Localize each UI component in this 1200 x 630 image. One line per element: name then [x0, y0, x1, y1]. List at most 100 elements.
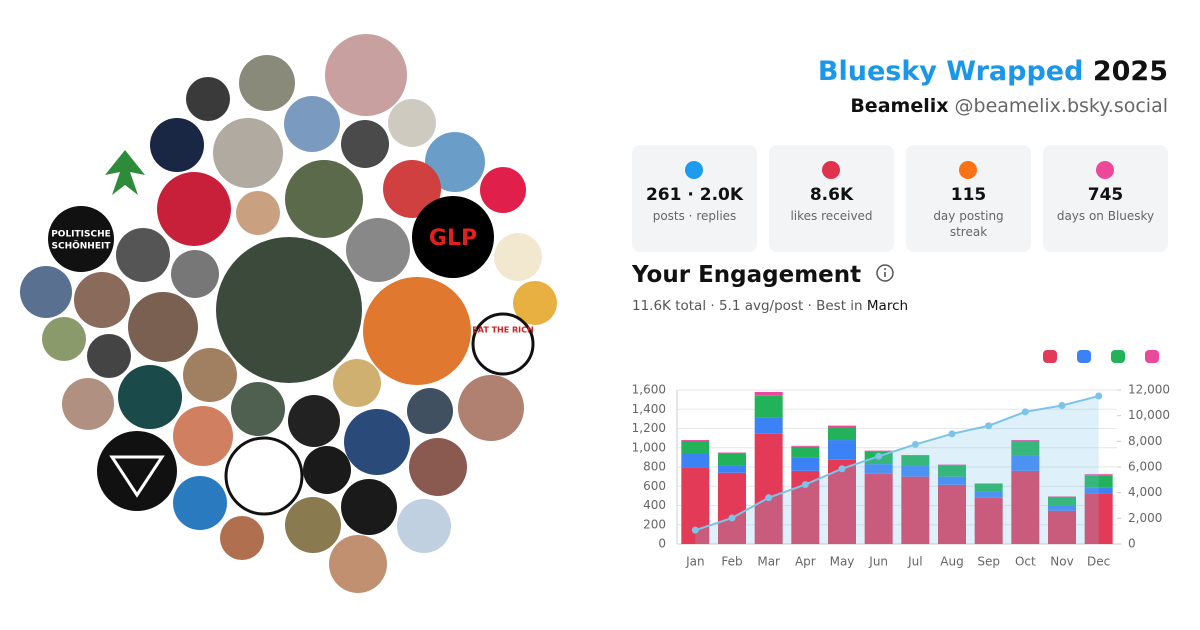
bar-segment [1011, 470, 1040, 544]
avatar [239, 55, 295, 111]
stat-icon [959, 161, 977, 179]
line-point [728, 514, 736, 522]
legend-icon[interactable] [1145, 350, 1159, 363]
avatar [173, 406, 233, 466]
avatar [74, 272, 130, 328]
info-icon[interactable] [875, 263, 895, 283]
bar-segment [718, 453, 746, 466]
avatar [157, 172, 231, 246]
avatar [97, 431, 177, 511]
stat-card: 115 day posting streak [906, 145, 1031, 252]
best-month: March [866, 298, 909, 314]
y-tick-label: 200 [643, 517, 666, 531]
avatar [48, 206, 114, 272]
y2-tick-label: 4,000 [1128, 485, 1162, 499]
y2-tick-label: 8,000 [1128, 434, 1162, 448]
stat-value: 115 [950, 185, 987, 205]
bar-segment [754, 395, 783, 418]
avatar [20, 266, 72, 318]
area [695, 396, 1099, 544]
avatar-emblem [109, 455, 165, 498]
y2-tick-label: 2,000 [1128, 511, 1162, 525]
x-tick-label: Jun [868, 555, 888, 569]
avatar [42, 317, 86, 361]
bar-segment [1011, 441, 1040, 456]
y-tick-label: 1,200 [632, 421, 666, 435]
line-point [1095, 392, 1103, 400]
bar-segment [791, 445, 820, 447]
avatar [494, 233, 542, 281]
bar-segment [938, 484, 966, 544]
bar-segment [1011, 455, 1040, 471]
line-point [875, 452, 883, 460]
y-tick-label: 400 [643, 498, 666, 512]
avatar [409, 438, 467, 496]
x-tick-label: Aug [940, 555, 963, 569]
line-point [1021, 408, 1029, 416]
avatar [116, 228, 170, 282]
bar-segment [864, 473, 893, 544]
line-point [838, 465, 846, 473]
avatar [231, 382, 285, 436]
avatar [363, 277, 471, 385]
bar-segment [974, 483, 1003, 492]
section-title-text: Your Engagement [632, 262, 862, 288]
avatar-text: SCHÖNHEIT [52, 241, 112, 252]
bar-segment [791, 446, 820, 458]
stat-card: 261 · 2.0K posts · replies [632, 145, 757, 252]
bar-segment [1084, 474, 1113, 476]
legend-icon[interactable] [1077, 350, 1091, 363]
avatar [471, 312, 535, 376]
line-point [985, 422, 993, 430]
avatar [329, 535, 387, 593]
y2-tick-label: 0 [1128, 537, 1136, 551]
line-point [691, 526, 699, 534]
bar-segment [938, 476, 966, 485]
y-tick-label: 1,600 [632, 383, 666, 397]
legend-icon[interactable] [1111, 350, 1125, 363]
bar-segment [828, 440, 856, 460]
avatar [407, 388, 453, 434]
stat-value: 745 [1087, 185, 1124, 205]
y-tick-label: 0 [658, 537, 666, 551]
bar-segment [754, 417, 783, 434]
line-point [765, 494, 773, 502]
x-tick-label: Nov [1050, 555, 1073, 569]
bar-segment [938, 465, 966, 477]
avatar [171, 250, 219, 298]
bar-segment [681, 441, 710, 455]
avatar [128, 292, 198, 362]
avatar [480, 167, 526, 213]
bar-segment [901, 476, 930, 544]
x-tick-label: Feb [721, 555, 742, 569]
title: Bluesky Wrapped 2025 [818, 56, 1168, 87]
avatar [216, 237, 362, 383]
stat-icon [685, 161, 703, 179]
avatar [213, 118, 283, 188]
bar-segment [718, 472, 746, 544]
y-tick-label: 800 [643, 460, 666, 474]
bar-segment [1084, 487, 1113, 494]
legend-icon[interactable] [1043, 350, 1057, 363]
line-point [948, 430, 956, 438]
avatar [513, 281, 557, 325]
avatar [285, 160, 363, 238]
title-text: Bluesky Wrapped [817, 56, 1084, 87]
avatar [303, 446, 351, 494]
bar-segment [681, 440, 710, 442]
avatar [62, 378, 114, 430]
avatar [284, 96, 340, 152]
stat-label: day posting streak [933, 209, 1004, 239]
bar-segment [1084, 475, 1113, 488]
x-tick-label: Jan [685, 555, 705, 569]
avatar [87, 334, 131, 378]
y-tick-label: 1,000 [632, 440, 666, 454]
bar-segment [974, 497, 1003, 544]
year: 2025 [1092, 56, 1168, 87]
stat-value: 261 · 2.0K [645, 185, 744, 205]
y2-tick-label: 12,000 [1128, 383, 1170, 397]
summary-text: 11.6K total · 5.1 avg/post · Best in [632, 298, 863, 314]
avatar [285, 497, 341, 553]
